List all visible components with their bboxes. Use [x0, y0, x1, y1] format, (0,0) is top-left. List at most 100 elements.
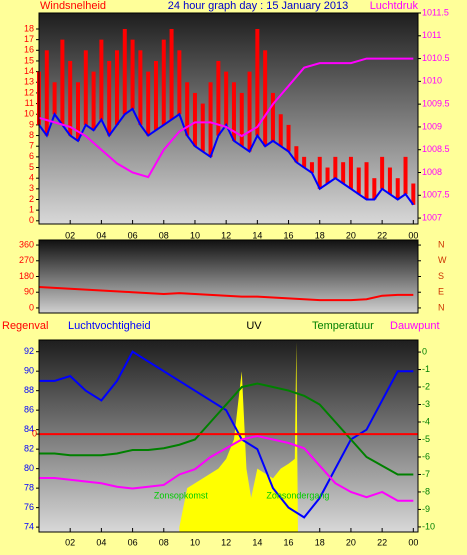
plot-area	[39, 13, 418, 224]
tick-label: 90	[24, 287, 34, 297]
tick-label: S	[438, 271, 444, 281]
tick-label: N	[438, 239, 445, 249]
tick-label: -6	[422, 451, 430, 461]
tick-label: 6	[29, 151, 34, 161]
gust-bar	[255, 28, 260, 136]
tick-label: 86	[24, 405, 34, 415]
tick-label: 76	[24, 502, 34, 512]
tick-label: 3	[29, 183, 34, 193]
tick-label: 90	[24, 366, 34, 376]
tick-label: 16	[24, 45, 34, 55]
tick-label: -2	[422, 381, 430, 391]
gust-bar	[208, 82, 213, 157]
tick-label: -1	[422, 364, 430, 374]
series-label: Temperatuur	[312, 320, 374, 332]
plot-area	[39, 240, 418, 313]
gust-bar	[294, 146, 299, 163]
series-line	[38, 107, 415, 206]
tick-label: -4	[422, 416, 430, 426]
tick-label: 4	[29, 173, 34, 183]
gust-bar	[200, 103, 205, 152]
series-label: UV	[246, 320, 262, 332]
x-tick-label: 12	[221, 537, 231, 547]
gust-bar	[333, 156, 338, 179]
gust-bar	[364, 162, 369, 200]
tick-label: 360	[19, 239, 34, 249]
x-tick-label: 00	[408, 230, 418, 240]
gust-bar	[231, 82, 236, 141]
x-tick-label: 00	[408, 537, 418, 547]
x-tick-label: 10	[190, 537, 200, 547]
tick-label: 18	[24, 23, 34, 33]
gust-bar	[341, 162, 346, 184]
gust-bar	[130, 39, 135, 109]
x-tick-label: 04	[96, 230, 106, 240]
gust-bar	[325, 167, 330, 184]
gust-bar	[169, 28, 174, 120]
gust-bar	[395, 178, 400, 200]
tick-label: 12	[24, 87, 34, 97]
tick-label: 1009.5	[422, 99, 450, 109]
gust-bar	[68, 60, 73, 136]
gust-bar	[348, 156, 353, 189]
series-label: Dauwpunt	[390, 320, 440, 332]
tick-label: 0	[422, 346, 427, 356]
tick-label: 84	[24, 424, 34, 434]
x-tick-label: 14	[252, 230, 262, 240]
x-tick-label: 08	[159, 537, 169, 547]
tick-label: 1010.5	[422, 53, 450, 63]
x-tick-label: 22	[377, 230, 387, 240]
x-tick-label: 06	[128, 537, 138, 547]
gust-bar	[380, 156, 385, 189]
x-tick-label: 20	[346, 537, 356, 547]
series-line	[39, 434, 414, 502]
x-tick-label: 18	[315, 230, 325, 240]
annotation: Zonsondergang	[266, 490, 329, 500]
series-label: Luchtvochtigheid	[68, 320, 151, 332]
tick-label: 1007	[422, 212, 442, 222]
x-tick-label: 04	[96, 537, 106, 547]
x-tick-label: 14	[252, 537, 262, 547]
tick-label: 80	[24, 463, 34, 473]
tick-label: -7	[422, 469, 430, 479]
gust-bar	[356, 167, 361, 195]
tick-label: 17	[24, 34, 34, 44]
gust-bar	[153, 60, 158, 131]
gust-bar	[239, 92, 244, 147]
x-tick-label: 02	[65, 537, 75, 547]
plot-frame	[38, 12, 419, 225]
tick-label: -5	[422, 434, 430, 444]
gust-bar	[99, 39, 104, 120]
y2-axis-label: Luchtdruk	[370, 0, 419, 12]
gust-bar	[224, 71, 229, 125]
annotation: Zonsopkomst	[154, 490, 209, 500]
x-tick-label: 16	[284, 537, 294, 547]
y-axis-label: Windsnelheid	[40, 0, 106, 12]
tick-label: 1009	[422, 121, 442, 131]
gust-bar	[372, 178, 377, 200]
tick-label: 180	[19, 271, 34, 281]
gust-bar	[75, 82, 80, 141]
tick-label: 0	[32, 428, 37, 438]
gust-bar	[278, 114, 283, 147]
gust-bar	[60, 39, 65, 125]
tick-label: 1008.5	[422, 144, 450, 154]
tick-label: W	[438, 255, 447, 265]
gust-bar	[263, 50, 268, 147]
gust-bar	[387, 167, 392, 195]
tick-label: 82	[24, 444, 34, 454]
series-line	[39, 382, 414, 476]
chart-title: 24 hour graph day : 15 January 2013	[168, 0, 348, 12]
tick-label: 1008	[422, 167, 442, 177]
gust-bar	[286, 124, 291, 152]
tick-label: -8	[422, 486, 430, 496]
tick-label: 7	[29, 141, 34, 151]
plot-frame	[38, 239, 419, 314]
tick-label: 270	[19, 255, 34, 265]
tick-label: 13	[24, 77, 34, 87]
series-label: Regenval	[2, 320, 48, 332]
tick-label: 9	[29, 119, 34, 129]
x-tick-label: 22	[377, 537, 387, 547]
gust-bar	[411, 183, 416, 205]
